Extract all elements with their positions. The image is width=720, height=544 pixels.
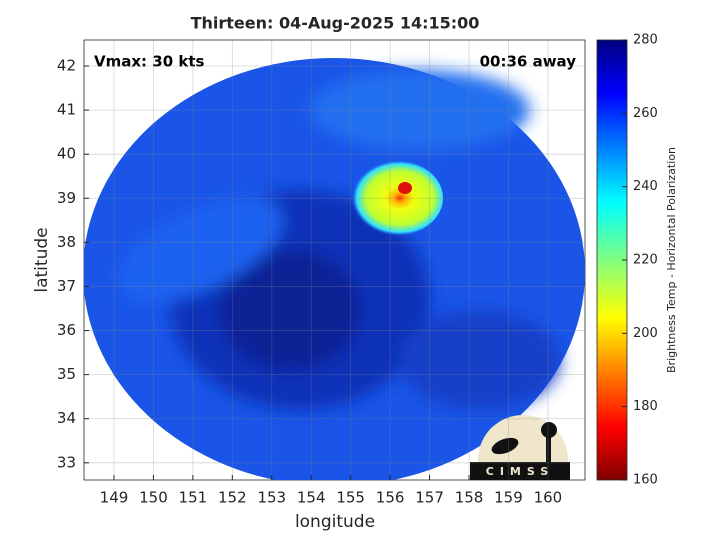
y-tick-label: 38 <box>57 233 76 251</box>
colorbar-tick-label: 260 <box>633 106 658 121</box>
x-axis-label: longitude <box>295 512 375 532</box>
colorbar-tick-label: 180 <box>633 399 658 414</box>
satellite-image: CIMSS <box>84 58 585 480</box>
colorbar-label: Brightness Temp - Horizontal Polarizatio… <box>665 147 678 373</box>
logo-text: CIMSS <box>486 465 554 478</box>
colorbar-tick-label: 280 <box>633 33 658 48</box>
chart-title: Thirteen: 04-Aug-2025 14:15:00 <box>191 14 480 33</box>
x-tick-label: 152 <box>218 489 247 507</box>
x-tick-label: 154 <box>297 489 326 507</box>
colorbar-tick-label: 240 <box>633 179 658 194</box>
y-axis-label: latitude <box>32 227 52 292</box>
x-tick-label: 151 <box>179 489 208 507</box>
x-tick-label: 156 <box>376 489 405 507</box>
colorbar-tick-label: 200 <box>633 326 658 341</box>
x-tick-label: 160 <box>534 489 563 507</box>
x-tick-label: 158 <box>455 489 484 507</box>
y-tick-label: 36 <box>57 321 76 339</box>
annotation: Vmax: 30 kts <box>94 53 204 71</box>
y-tick-label: 39 <box>57 189 76 207</box>
y-tick-label: 41 <box>57 101 76 119</box>
x-tick-label: 153 <box>257 489 286 507</box>
y-tick-label: 35 <box>57 365 76 383</box>
colorbar-tick-label: 220 <box>633 253 658 268</box>
y-tick-label: 37 <box>57 277 76 295</box>
x-tick-label: 159 <box>494 489 523 507</box>
annotation: 00:36 away <box>480 53 577 71</box>
y-tick-label: 34 <box>57 409 76 427</box>
x-tick-label: 150 <box>139 489 168 507</box>
cimss-logo: CIMSS <box>470 415 570 480</box>
x-tick-label: 155 <box>336 489 365 507</box>
colorbar-tick-label: 160 <box>633 473 658 488</box>
y-tick-label: 40 <box>57 145 76 163</box>
x-tick-label: 149 <box>100 489 129 507</box>
x-tick-label: 157 <box>415 489 444 507</box>
y-tick-label: 33 <box>57 453 76 471</box>
y-tick-label: 42 <box>57 57 76 75</box>
